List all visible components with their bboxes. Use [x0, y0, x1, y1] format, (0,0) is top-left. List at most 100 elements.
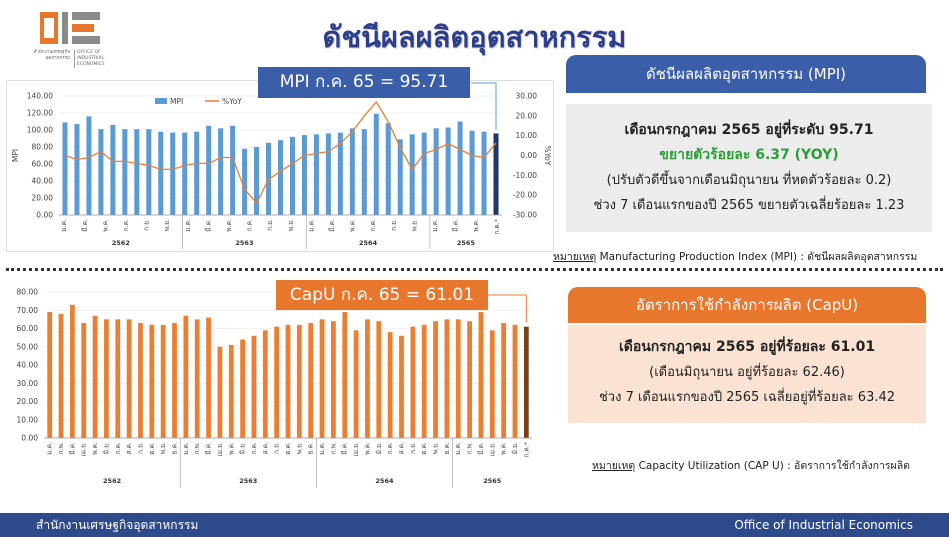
mpi-bar [254, 147, 260, 215]
capu-x-tick-label: เม.ย. [352, 442, 360, 456]
oie-logo: สำนักงานเศรษฐกิจอุตสาหกรรม OFFICE OF IND… [10, 6, 120, 68]
mpi-callout: MPI ก.ค. 65 = 95.71 [258, 67, 470, 98]
mpi-x-tick-label: มี.ค. [81, 219, 89, 232]
capu-x-tick-label: มี.ค. [68, 442, 76, 455]
mpi-x-tick-label: ก.ย. [266, 219, 274, 231]
mpi-right-tick: 30.00 [516, 92, 538, 101]
capu-x-tick-label: ก.ย. [136, 442, 144, 454]
mpi-bar [385, 123, 391, 215]
mpi-ytd-text: ช่วง 7 เดือนแรกของปี 2565 ขยายตัวเฉลี่ยร… [593, 198, 905, 213]
capu-x-tick-label: ธ.ค. [171, 442, 179, 454]
capu-bar [421, 324, 427, 438]
capu-year-label: 2565 [483, 477, 502, 485]
mpi-bar [469, 130, 475, 215]
mpi-bar [325, 133, 331, 215]
capu-y-tick: 70.00 [17, 306, 39, 315]
mpi-left-tick: 0.00 [36, 211, 53, 220]
capu-x-tick-label: ก.พ. [57, 442, 65, 454]
mpi-bar [301, 135, 307, 215]
mpi-bar [481, 131, 487, 215]
capu-footnote: หมายเหตุ Capacity Utilization (CAP U) : … [592, 457, 910, 474]
mpi-legend-swatch [155, 98, 167, 104]
capu-x-tick-label: ม.ค. [454, 442, 462, 455]
capu-panel-header: อัตราการใช้กำลังการผลิต (CapU) [568, 287, 926, 323]
capu-bar [285, 324, 291, 438]
mpi-bar [433, 128, 439, 215]
capu-bar [104, 319, 109, 438]
capu-bar [206, 317, 211, 438]
capu-x-tick-label: ก.ค. [250, 442, 258, 454]
mpi-x-tick-label: พ.ย. [287, 219, 295, 231]
mpi-x-tick-label: ก.ย. [143, 219, 151, 231]
mpi-bar [218, 128, 224, 215]
mpi-bar [493, 133, 499, 215]
capu-ytd-text: ช่วง 7 เดือนแรกของปี 2565 เฉลี่ยอยู่ที่ร… [598, 390, 896, 405]
capu-level-text: เดือนกรกฎาคม 2565 อยู่ที่ร้อยละ 61.01 [618, 339, 876, 355]
capu-bar [149, 324, 155, 438]
logo-english-text: OFFICE OF INDUSTRIAL ECONOMICS [74, 50, 120, 68]
capu-x-tick-label: มิ.ย. [102, 442, 110, 454]
capu-x-tick-label: มี.ค. [477, 442, 485, 455]
capu-y-tick: 0.00 [21, 434, 38, 443]
capu-bar [410, 326, 416, 438]
mpi-legend-label: MPI [170, 97, 183, 106]
capu-bar [512, 324, 518, 438]
capu-bar [387, 332, 393, 438]
mpi-bar [194, 131, 200, 215]
logo-thai-text: สำนักงานเศรษฐกิจอุตสาหกรรม [33, 50, 71, 61]
capu-bar [376, 321, 382, 438]
capu-bar [81, 323, 87, 438]
footer-org-english: Office of Industrial Economics [734, 518, 913, 532]
mpi-x-tick-label: ก.ย. [390, 219, 398, 231]
capu-bar [501, 323, 507, 438]
capu-bar [433, 321, 438, 438]
mpi-left-tick: 80.00 [32, 143, 54, 152]
capu-bar [251, 335, 257, 438]
capu-x-tick-label: เม.ย. [488, 442, 496, 456]
capu-bar [138, 323, 143, 438]
capu-x-tick-label: มิ.ย. [375, 442, 383, 454]
mpi-bar [409, 134, 415, 215]
capu-bar [217, 346, 223, 438]
mpi-bar [134, 129, 140, 215]
mpi-bar [86, 116, 92, 215]
capu-x-tick-label: ต.ค. [148, 442, 156, 455]
capu-y-tick: 10.00 [17, 415, 39, 424]
capu-bar [194, 319, 200, 438]
mpi-x-tick-label: พ.ค. [472, 219, 480, 232]
capu-x-tick-label: พ.ค. [500, 442, 508, 455]
capu-year-label: 2562 [103, 477, 121, 485]
mpi-bar [373, 113, 379, 215]
mpi-bar [170, 132, 176, 215]
capu-x-tick-label: ต.ค. [284, 442, 292, 455]
mpi-bar [206, 125, 212, 215]
mpi-x-tick-label: พ.ย. [410, 219, 418, 231]
capu-footnote-text: Capacity Utilization (CAP U) : อัตราการใ… [635, 460, 910, 472]
mpi-year-label: 2564 [359, 239, 378, 247]
mpi-footnote-label: หมายเหตุ [553, 251, 597, 263]
mpi-x-tick-label: มี.ค. [328, 219, 336, 232]
capu-bar [274, 326, 280, 438]
mpi-year-label: 2562 [112, 239, 130, 247]
mpi-bar [421, 132, 427, 215]
mpi-bar [242, 148, 248, 215]
mpi-bar [361, 129, 367, 215]
capu-x-tick-label: ส.ค. [125, 442, 133, 454]
capu-x-tick-label: มิ.ย. [511, 442, 519, 454]
mpi-bar [289, 136, 295, 215]
mpi-bar [110, 124, 116, 215]
capu-x-tick-label: ก.ค.* [522, 441, 530, 457]
page-title: ดัชนีผลผลิตอุตสาหกรรม [322, 20, 627, 54]
capu-x-tick-label: ก.ค. [386, 442, 394, 454]
capu-callout: CapU ก.ค. 65 = 61.01 [276, 280, 488, 310]
footer-org-thai: สำนักงานเศรษฐกิจอุตสาหกรรม [36, 518, 199, 532]
mpi-x-tick-label: พ.ย. [163, 219, 171, 231]
capu-x-tick-label: มิ.ย. [239, 442, 247, 454]
capu-bar [331, 321, 336, 438]
mpi-bar [445, 127, 451, 215]
mpi-bar [349, 128, 355, 215]
capu-bar [69, 304, 75, 438]
section-divider [6, 268, 943, 271]
capu-x-tick-label: ธ.ค. [443, 442, 451, 454]
mpi-bar [74, 124, 80, 215]
